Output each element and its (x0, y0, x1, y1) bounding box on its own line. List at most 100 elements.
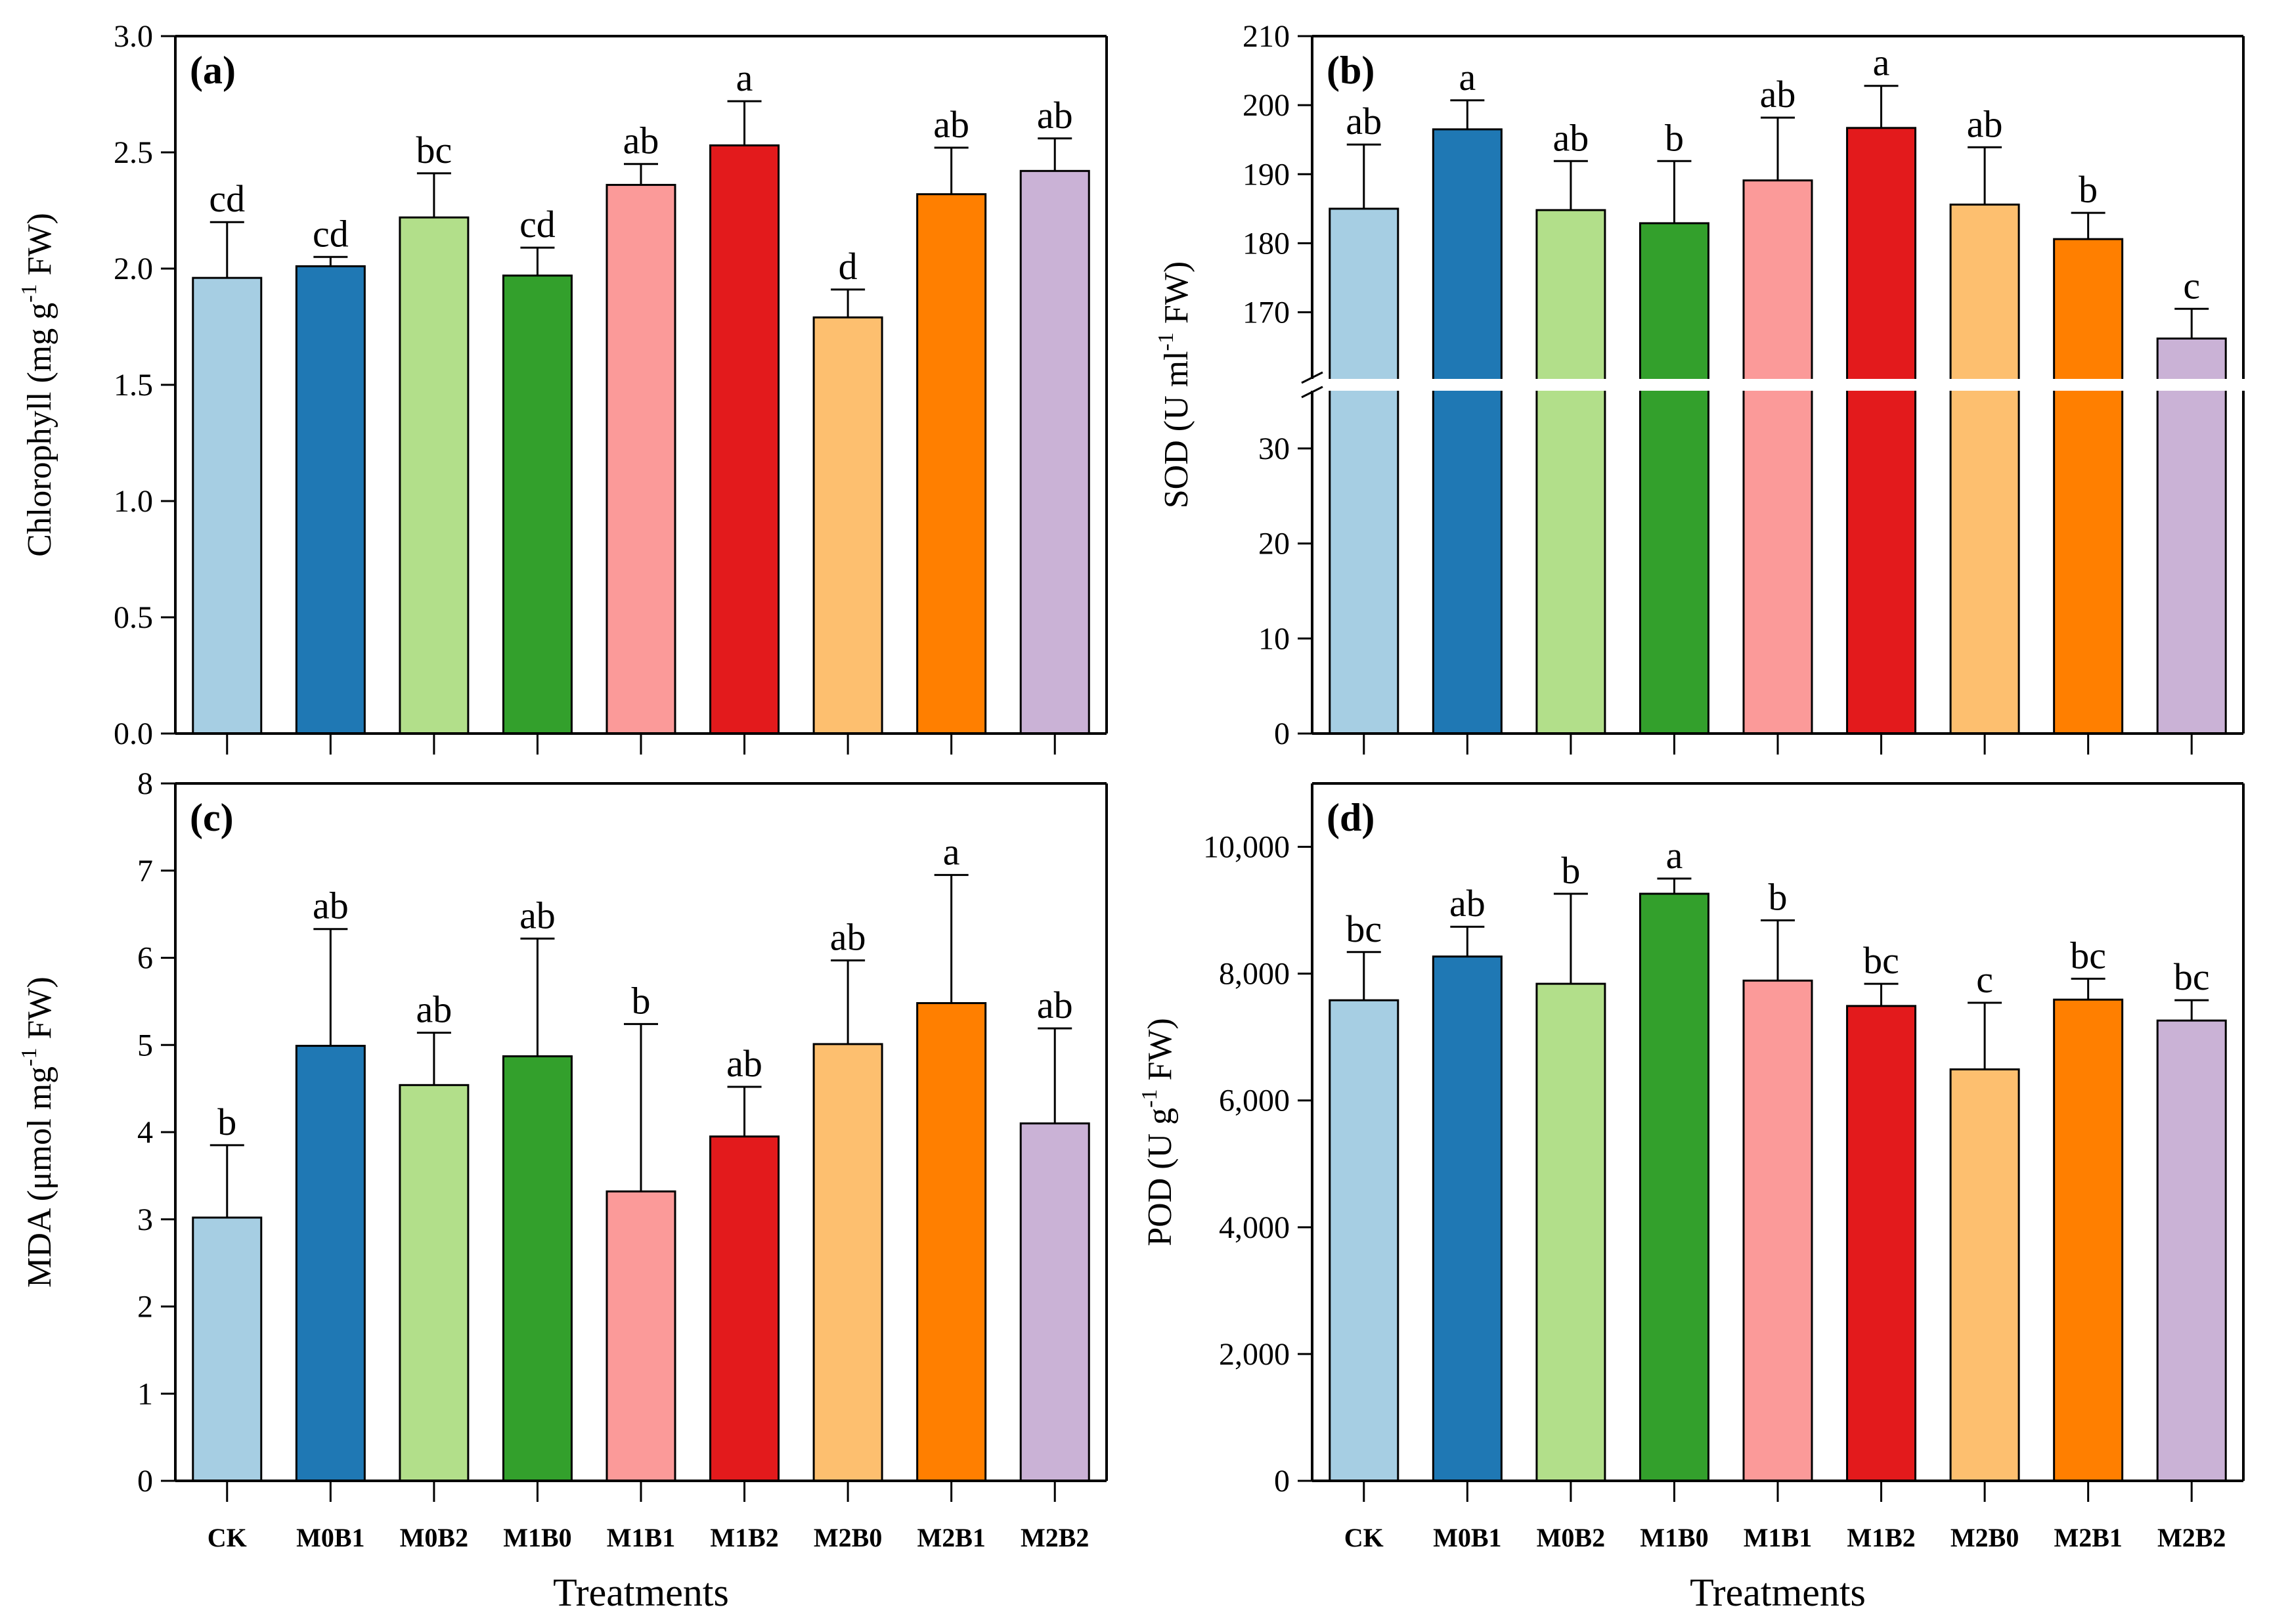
panel-label: (a) (190, 49, 236, 92)
y-tick-label: 170 (1243, 296, 1290, 330)
y-tick-label: 180 (1243, 226, 1290, 261)
category-label-M2B0: M2B0 (1950, 1523, 2019, 1552)
significance-letter-M1B1: ab (1760, 73, 1796, 116)
significance-letter-M2B0: ab (830, 915, 866, 958)
panel-c: b ab ab ab b ab ab a ab 0 1 2 3 4 5 6 7 8 (c) MDA (μmol mg-… (17, 766, 1108, 1502)
significance-letter-M1B0: b (1665, 116, 1684, 159)
significance-letter-M1B0: cd (519, 203, 556, 246)
bar-CK (1329, 999, 1399, 1482)
category-label-M1B2: M1B2 (710, 1523, 778, 1552)
y-tick-label: 1.5 (114, 368, 153, 403)
axis-break-gap (1308, 379, 2247, 391)
significance-letter-CK: bc (1346, 908, 1382, 950)
bar-M0B1 (295, 1045, 366, 1482)
bar-M2B2 (2156, 1019, 2227, 1482)
panel-b: ab a ab b ab a ab b c 0 10 20 30 170 180 190 200 210 (b) SO… (1154, 19, 2247, 755)
y-tick-label: 6 (137, 941, 153, 976)
y-tick-label: 0 (1274, 716, 1290, 751)
bar-M1B2 (1846, 127, 1917, 735)
significance-letter-M0B2: bc (416, 129, 452, 171)
axes-frame (1311, 35, 2245, 735)
significance-letter-M1B1: b (1769, 876, 1788, 919)
y-tick-label: 8,000 (1219, 957, 1290, 992)
bar-M2B0 (1949, 204, 2020, 735)
bar-CK (192, 276, 263, 735)
significance-letter-M2B2: ab (1037, 94, 1073, 137)
bar-M1B0 (502, 1055, 573, 1482)
bar-M2B2 (2156, 338, 2227, 735)
significance-letter-M2B2: ab (1037, 984, 1073, 1026)
significance-letter-M2B1: ab (933, 103, 969, 146)
y-tick-label: 7 (137, 854, 153, 889)
bar-M2B0 (812, 316, 883, 735)
bar-M2B2 (1019, 169, 1090, 735)
category-label-M1B1: M1B1 (1744, 1523, 1812, 1552)
y-tick-label: 1.0 (114, 484, 153, 519)
significance-letter-M2B0: ab (1967, 102, 2003, 145)
y-tick-label: 4,000 (1219, 1210, 1290, 1245)
y-axis-title: SOD (U ml-1 FW) (1154, 261, 1195, 508)
y-tick-label: 4 (137, 1115, 153, 1150)
y-tick-label: 10,000 (1203, 830, 1290, 865)
category-label-M0B2: M0B2 (400, 1523, 468, 1552)
significance-letter-M2B0: c (1976, 958, 1993, 1001)
x-axis-title: Treatments (553, 1571, 729, 1614)
bar-M2B1 (2053, 998, 2124, 1482)
panel-a: cd cd bc cd ab a d ab ab 0.0 0.5 1.0 1.5 2.0 2.5 3.0 (a)… (17, 19, 1108, 755)
significance-letter-M0B1: ab (313, 885, 349, 927)
y-tick-label: 10 (1258, 621, 1290, 656)
category-label-M2B1: M2B1 (2054, 1523, 2122, 1552)
x-axis-title: Treatments (1690, 1571, 1866, 1614)
panel-label: (d) (1327, 796, 1375, 839)
bar-M0B1 (1432, 128, 1503, 735)
significance-letter-CK: b (217, 1101, 236, 1143)
bar-M0B2 (399, 216, 470, 735)
bar-M2B1 (2053, 238, 2124, 735)
category-label-M1B0: M1B0 (1640, 1523, 1708, 1552)
significance-letter-M2B2: c (2183, 264, 2200, 307)
significance-letter-M2B1: a (943, 830, 960, 873)
y-tick-label: 0 (137, 1464, 153, 1499)
panel-label: (c) (190, 796, 234, 839)
y-tick-label: 1 (137, 1376, 153, 1411)
bar-M2B0 (812, 1043, 883, 1482)
bar-M2B0 (1949, 1068, 2020, 1482)
y-axis-title: POD (U g-1 FW) (1137, 1018, 1179, 1246)
category-label-M2B1: M2B1 (917, 1523, 985, 1552)
category-label-CK: CK (1344, 1523, 1384, 1552)
category-label-M1B2: M1B2 (1847, 1523, 1915, 1552)
significance-letter-M1B0: a (1666, 834, 1683, 877)
y-tick-label: 8 (137, 766, 153, 801)
category-label-M2B2: M2B2 (2157, 1523, 2226, 1552)
category-label-M1B0: M1B0 (503, 1523, 571, 1552)
bar-M1B2 (1846, 1005, 1917, 1482)
bar-M2B2 (1019, 1122, 1090, 1482)
y-tick-label: 2,000 (1219, 1337, 1290, 1372)
significance-letter-M0B1: ab (1449, 882, 1486, 925)
category-label-CK: CK (208, 1523, 247, 1552)
y-tick-label: 3.0 (114, 19, 153, 54)
axes-frame (1311, 782, 2245, 1482)
bar-M1B2 (709, 1135, 780, 1482)
significance-letter-M2B2: bc (2174, 955, 2210, 998)
significance-letter-CK: ab (1346, 100, 1382, 143)
significance-letter-M2B0: d (839, 245, 858, 288)
significance-letter-M0B2: ab (416, 988, 452, 1031)
bar-M0B2 (1535, 209, 1606, 735)
y-axis-title: Chlorophyll (mg g-1 FW) (17, 213, 58, 557)
significance-letter-M1B0: ab (519, 894, 556, 936)
bar-M1B0 (1639, 892, 1709, 1482)
bar-CK (192, 1216, 263, 1482)
significance-letter-M0B2: b (1561, 849, 1580, 892)
significance-letter-CK: cd (209, 177, 245, 220)
bar-M1B0 (1639, 222, 1709, 735)
significance-letter-M1B2: ab (726, 1042, 762, 1085)
significance-letter-M1B1: ab (623, 120, 659, 162)
y-tick-label: 0.5 (114, 600, 153, 635)
y-tick-label: 2.5 (114, 135, 153, 170)
bar-M1B1 (606, 1190, 676, 1482)
bar-M1B0 (502, 274, 573, 735)
category-label-M2B2: M2B2 (1021, 1523, 1089, 1552)
y-axis-title: MDA (μmol mg-1 FW) (17, 977, 58, 1288)
